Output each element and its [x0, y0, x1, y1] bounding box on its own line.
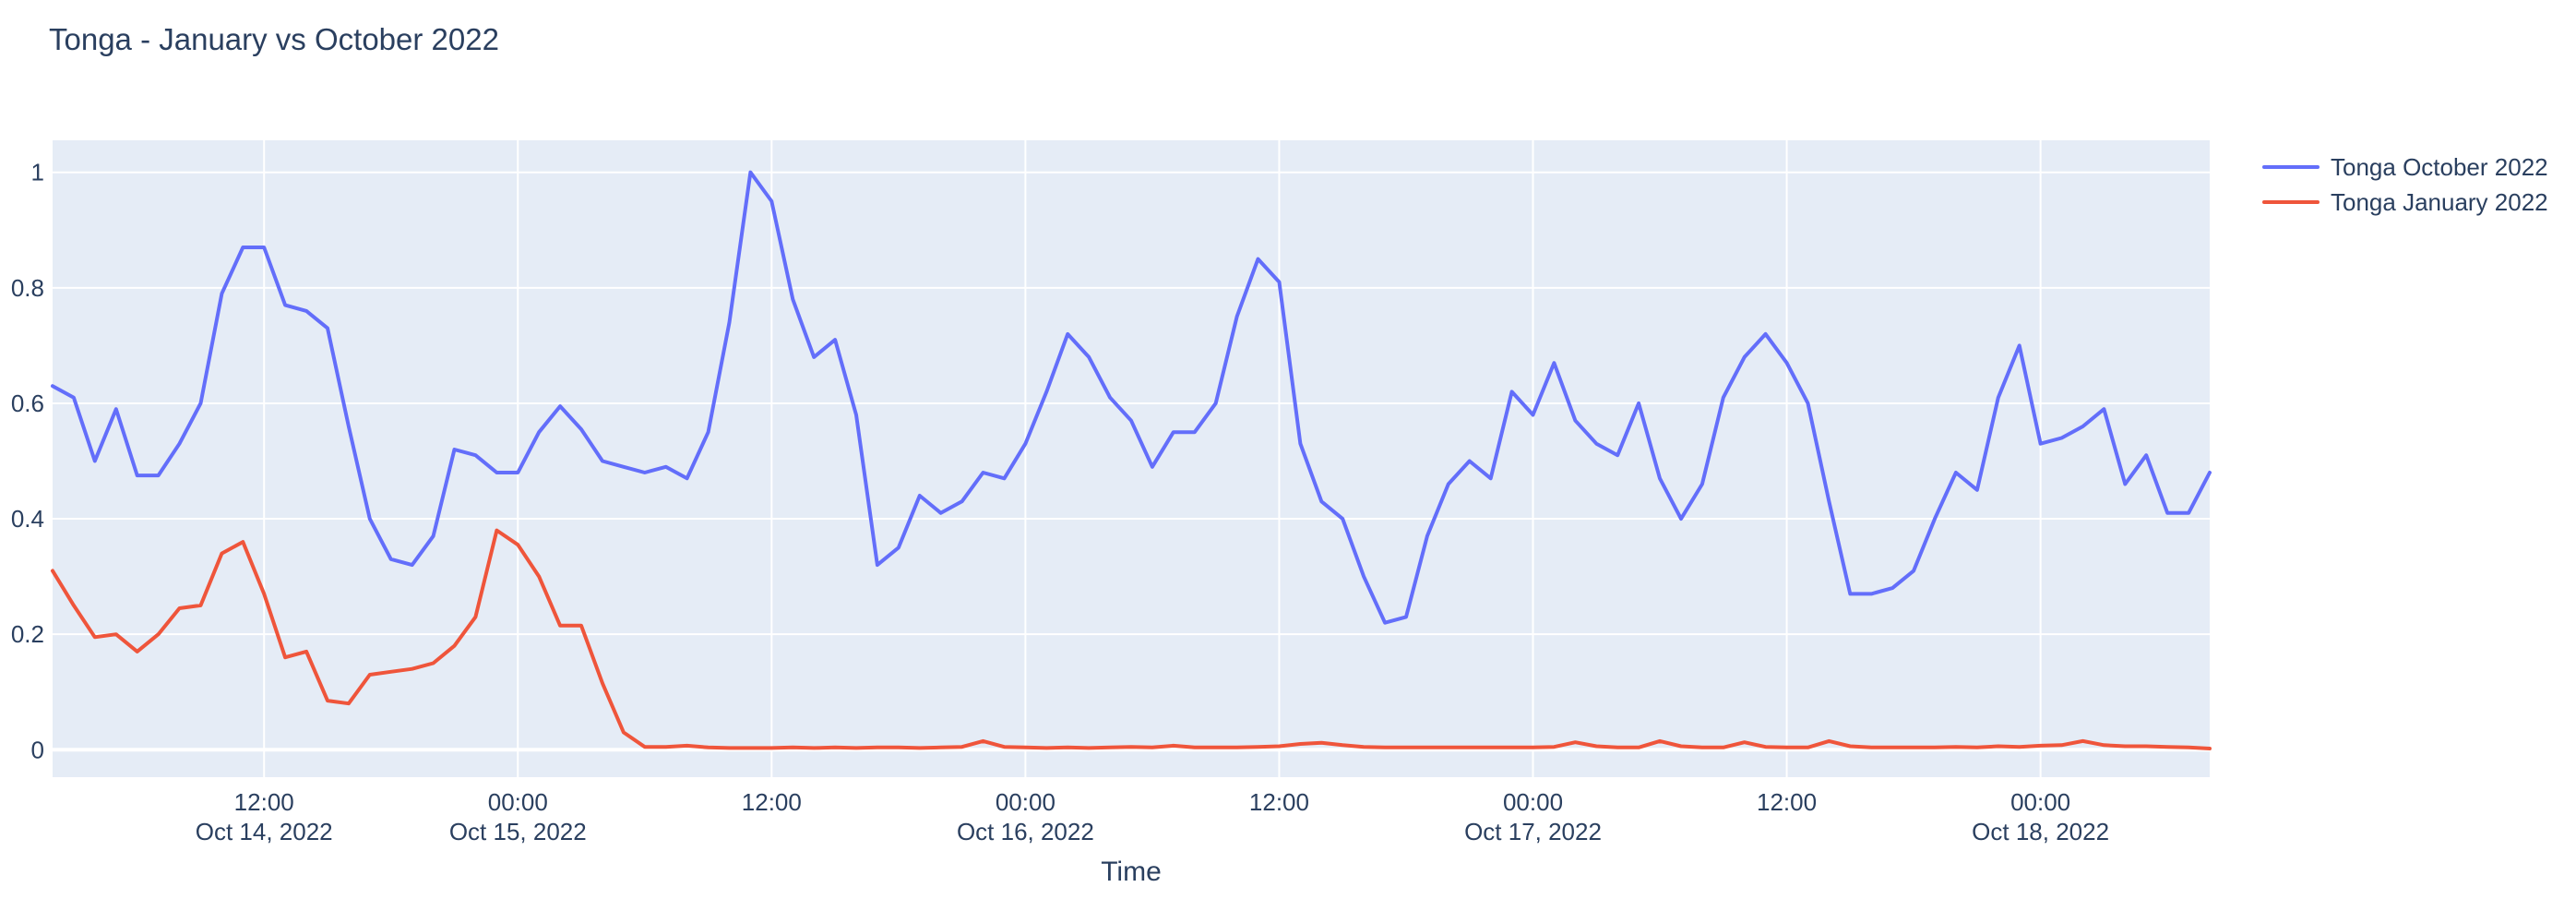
x-tick-time-label: 00:00: [996, 788, 1055, 816]
y-tick-label: 0.6: [11, 390, 44, 417]
x-axis-title: Time: [1101, 857, 1162, 887]
chart-title: Tonga - January vs October 2022: [49, 22, 499, 56]
x-tick-date-label: Oct 18, 2022: [1972, 818, 2109, 845]
y-tick-label: 0.2: [11, 620, 44, 648]
x-tick-time-label: 00:00: [2010, 788, 2070, 816]
y-tick-label: 0.8: [11, 274, 44, 302]
legend-line-swatch: [2262, 200, 2320, 204]
x-tick-time-label: 00:00: [488, 788, 548, 816]
y-tick-label: 0.4: [11, 505, 44, 533]
x-tick-time-label: 12:00: [742, 788, 802, 816]
series-line-tonga-october-2022: [51, 170, 2212, 625]
legend-item-tonga-january-2022[interactable]: Tonga January 2022: [2262, 185, 2548, 220]
legend-label: Tonga October 2022: [2331, 152, 2548, 181]
x-tick-time-label: 12:00: [234, 788, 294, 816]
x-tick-time-label: 00:00: [1503, 788, 1563, 816]
x-tick-date-label: Oct 16, 2022: [957, 818, 1094, 845]
legend-line-swatch: [2262, 165, 2320, 169]
x-tick-date-label: Oct 17, 2022: [1464, 818, 1602, 845]
legend-label: Tonga January 2022: [2331, 187, 2548, 216]
legend-item-tonga-october-2022[interactable]: Tonga October 2022: [2262, 150, 2548, 185]
legend: Tonga October 2022 Tonga January 2022: [2262, 150, 2548, 220]
x-tick-date-label: Oct 15, 2022: [449, 818, 587, 845]
x-tick-date-label: Oct 14, 2022: [196, 818, 333, 845]
series-line-tonga-january-2022: [51, 528, 2212, 750]
x-tick-time-label: 12:00: [1757, 788, 1817, 816]
x-tick-time-label: 12:00: [1249, 788, 1309, 816]
y-tick-label: 1: [31, 159, 44, 186]
plot-area[interactable]: [53, 140, 2210, 777]
y-tick-label: 0: [31, 736, 44, 763]
